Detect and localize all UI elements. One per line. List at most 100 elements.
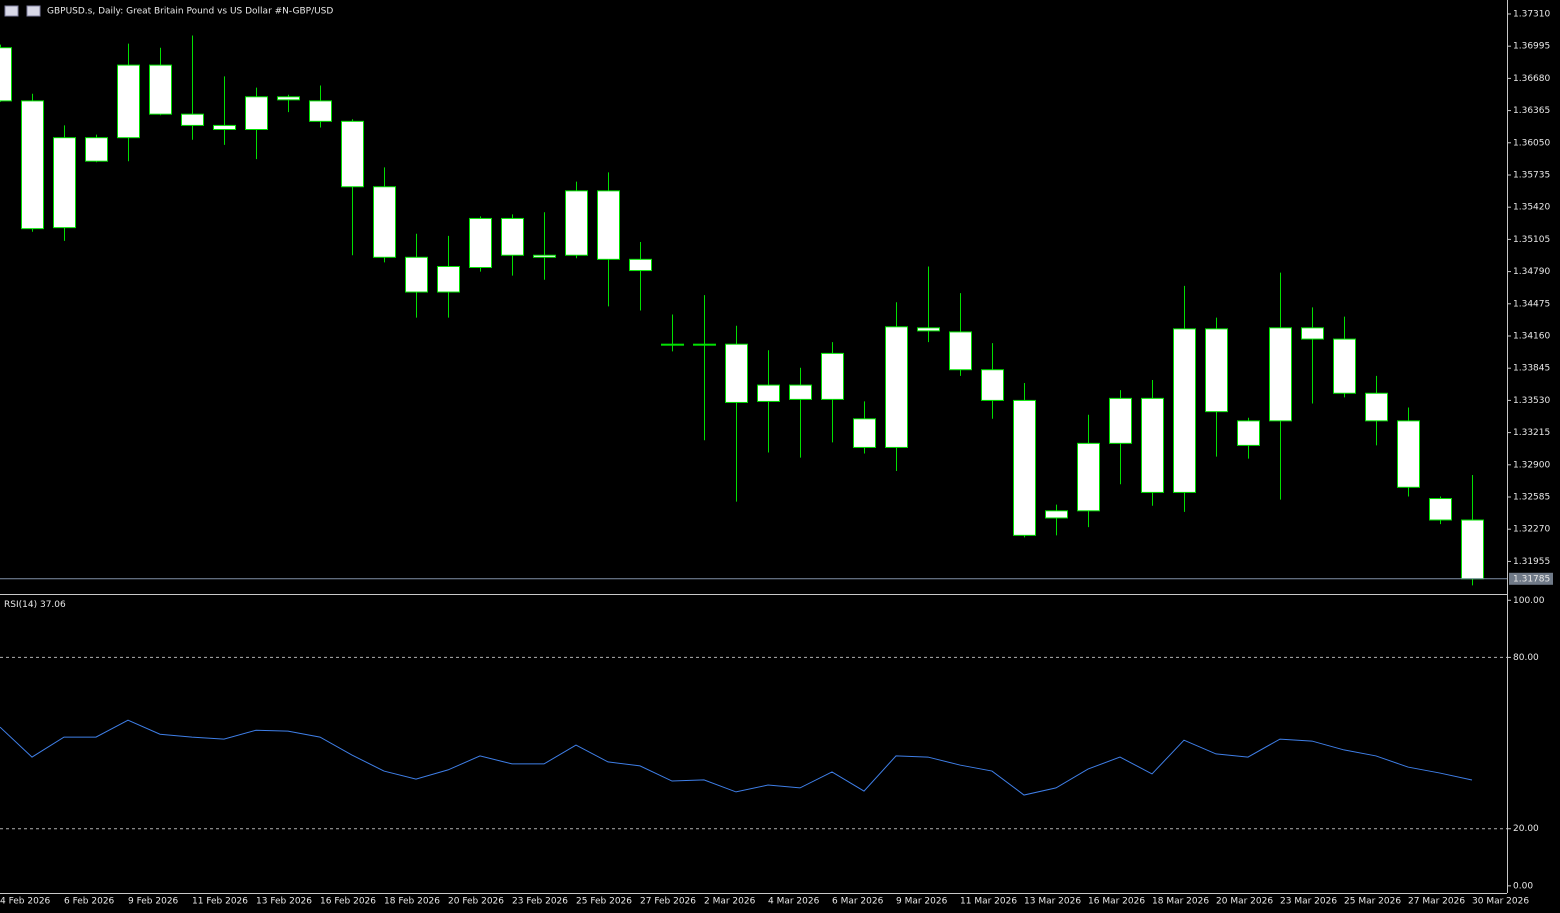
y-tick-label: 1.36680 (1513, 74, 1550, 84)
y-tick-label: 1.34475 (1513, 299, 1550, 309)
candle-body (661, 343, 684, 346)
rsi-label: RSI(14) 37.06 (4, 600, 66, 610)
candle-body (245, 96, 268, 131)
candle-body (757, 384, 780, 402)
rsi-value: 37.06 (40, 600, 66, 610)
candle-body (341, 120, 364, 188)
y-tick-label: 1.36050 (1513, 138, 1550, 148)
candle-body (1173, 328, 1196, 493)
candle-body (1045, 510, 1068, 519)
candle-body (981, 369, 1004, 401)
candle-body (949, 331, 972, 371)
y-tick-label: 1.32585 (1513, 493, 1550, 503)
x-tick-label: 4 Feb 2026 (0, 897, 51, 907)
candle-body (725, 343, 748, 403)
y-tick-label: 1.32900 (1513, 460, 1550, 470)
candle-body (85, 137, 108, 162)
candle-body (1365, 392, 1388, 422)
y-tick-label: 20.00 (1513, 824, 1539, 834)
x-tick-label: 13 Feb 2026 (256, 897, 312, 907)
candle-body (565, 190, 588, 256)
x-tick-label: 9 Feb 2026 (128, 897, 179, 907)
chart-title: GBPUSD.s, Daily: Great Britain Pound vs … (47, 7, 333, 17)
candle-body (373, 186, 396, 258)
x-tick-label: 6 Mar 2026 (832, 897, 884, 907)
rsi-line (0, 719, 1473, 796)
candle-body (149, 64, 172, 115)
candle-body (597, 190, 620, 260)
candle-body (181, 113, 204, 126)
y-tick-label: 1.35735 (1513, 170, 1550, 180)
x-tick-label: 11 Feb 2026 (192, 897, 248, 907)
icon (4, 5, 19, 17)
candle-body (885, 326, 908, 448)
candle-body (1109, 397, 1132, 444)
y-tick-label: 1.35105 (1513, 235, 1550, 245)
x-tick-label: 27 Feb 2026 (640, 897, 696, 907)
price-label-box (1509, 572, 1553, 585)
candle-body (405, 256, 428, 293)
x-tick-label: 16 Mar 2026 (1088, 897, 1145, 907)
x-tick-label: 30 Mar 2026 (1472, 897, 1529, 907)
candle-body (501, 217, 524, 256)
candle-body (1269, 327, 1292, 422)
x-tick-label: 18 Mar 2026 (1152, 897, 1209, 907)
y-tick-label: 1.33845 (1513, 364, 1550, 374)
price-label: 1.31785 (1513, 574, 1550, 584)
candle-body (853, 418, 876, 448)
candle-body (1205, 328, 1228, 413)
candle-body (1461, 519, 1484, 580)
candle-body (821, 352, 844, 400)
rsi-title: RSI(14) (4, 600, 37, 610)
candle-body (917, 327, 940, 332)
y-tick-label: 1.33215 (1513, 428, 1550, 438)
x-tick-label: 16 Feb 2026 (320, 897, 376, 907)
y-tick-label: 1.35420 (1513, 203, 1550, 213)
y-tick-label: 1.31955 (1513, 557, 1550, 567)
candle-body (21, 100, 44, 230)
x-tick-label: 25 Feb 2026 (576, 897, 632, 907)
x-tick-label: 25 Mar 2026 (1344, 897, 1401, 907)
y-tick-label: 1.34160 (1513, 331, 1550, 341)
x-tick-label: 13 Mar 2026 (1024, 897, 1081, 907)
candle-body (53, 137, 76, 229)
icon (26, 5, 41, 17)
candle-body (1429, 498, 1452, 521)
candle-body (1013, 399, 1036, 536)
y-tick-label: 1.37310 (1513, 9, 1550, 19)
y-tick-label: 80.00 (1513, 653, 1539, 663)
x-tick-label: 2 Mar 2026 (704, 897, 756, 907)
x-tick-label: 20 Mar 2026 (1216, 897, 1273, 907)
x-tick-label: 9 Mar 2026 (896, 897, 948, 907)
x-tick-label: 18 Feb 2026 (384, 897, 440, 907)
y-tick-label: 100.00 (1513, 596, 1545, 606)
candle-body (1141, 397, 1164, 493)
y-tick-label: 1.34790 (1513, 267, 1550, 277)
candle-body (533, 254, 556, 258)
x-tick-label: 4 Mar 2026 (768, 897, 820, 907)
candle-body (1237, 420, 1260, 446)
y-tick-label: 1.32270 (1513, 525, 1550, 535)
candle-body (0, 47, 12, 102)
candle-body (1301, 327, 1324, 340)
x-tick-label: 20 Feb 2026 (448, 897, 504, 907)
x-tick-label: 11 Mar 2026 (960, 897, 1017, 907)
y-tick-label: 0.00 (1513, 881, 1533, 891)
candle-body (437, 265, 460, 293)
x-tick-label: 23 Mar 2026 (1280, 897, 1337, 907)
candle-body (277, 96, 300, 101)
candle-body (1077, 442, 1100, 512)
candle-body (117, 64, 140, 139)
candle-body (693, 343, 716, 346)
x-tick-label: 6 Feb 2026 (64, 897, 115, 907)
y-tick-label: 1.36365 (1513, 106, 1550, 116)
x-tick-label: 27 Mar 2026 (1408, 897, 1465, 907)
toolbar-icons (4, 5, 41, 17)
candle-body (1397, 420, 1420, 488)
candle-body (309, 100, 332, 122)
y-tick-label: 1.33530 (1513, 396, 1550, 406)
candle-body (213, 124, 236, 131)
candle-body (469, 217, 492, 269)
